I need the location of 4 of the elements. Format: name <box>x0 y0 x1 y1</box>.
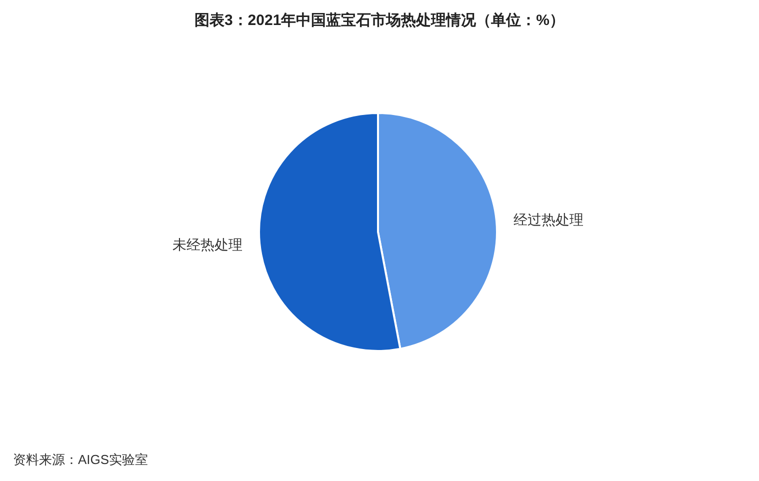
slice-label: 未经热处理 <box>172 236 243 252</box>
chart-title: 图表3：2021年中国蓝宝石市场热处理情况（单位：%） <box>194 11 565 29</box>
text: 资料来源：AIGS实验室 <box>13 452 148 467</box>
slice-label: 经过热处理 <box>513 212 584 228</box>
